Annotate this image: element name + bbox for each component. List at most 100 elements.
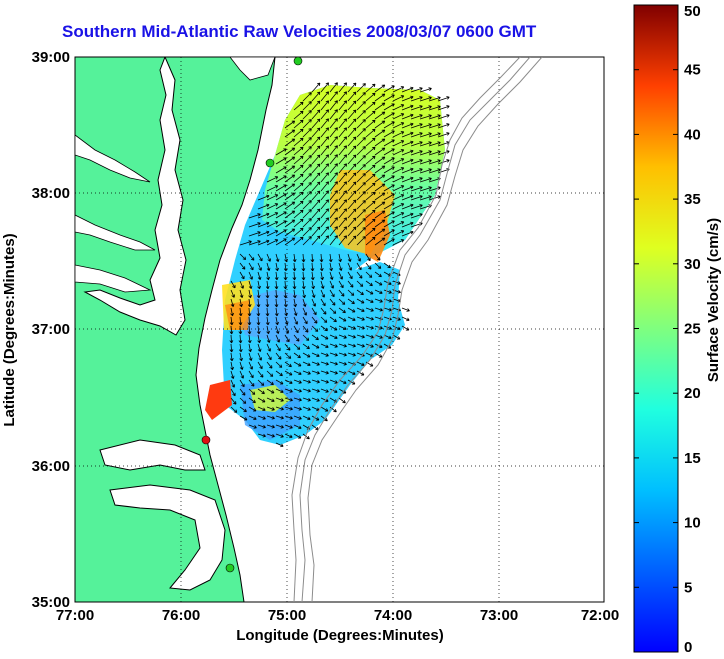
velocity-arrow	[374, 138, 386, 147]
velocity-arrow	[365, 173, 376, 183]
velocity-arrow	[383, 262, 391, 269]
velocity-arrow	[347, 208, 357, 219]
velocity-arrow	[302, 379, 311, 384]
velocity-arrow	[257, 397, 266, 403]
velocity-arrow	[302, 200, 312, 210]
velocity-arrow	[310, 262, 315, 272]
velocity-arrow	[437, 132, 450, 138]
colorbar-tick-label: 10	[684, 515, 701, 532]
velocity-arrow	[248, 213, 261, 219]
velocity-arrow	[410, 132, 423, 138]
velocity-arrow	[247, 316, 252, 326]
velocity-arrow	[338, 262, 343, 271]
velocity-arrow	[338, 91, 347, 102]
velocity-arrow	[401, 185, 414, 192]
velocity-arrow	[293, 155, 304, 165]
y-tick-label: 36:00	[32, 458, 70, 475]
velocity-arrow	[320, 217, 329, 228]
velocity-arrow	[356, 334, 365, 339]
velocity-arrow	[284, 424, 293, 429]
x-tick-label: 76:00	[162, 607, 200, 624]
velocity-arrow	[266, 361, 273, 369]
velocity-arrow	[230, 298, 235, 307]
velocity-arrow	[302, 164, 312, 174]
velocity-arrow	[302, 236, 312, 246]
velocity-arrow	[311, 316, 318, 324]
velocity-arrow	[311, 217, 321, 228]
velocity-arrow	[283, 289, 288, 299]
velocity-arrow	[365, 307, 374, 312]
velocity-arrow	[275, 343, 281, 352]
velocity-arrow	[275, 334, 280, 343]
velocity-arrow	[338, 235, 347, 246]
y-axis-label: Latitude (Degrees:Minutes)	[1, 233, 18, 426]
delaware-bay	[229, 57, 276, 81]
velocity-arrow	[356, 218, 366, 228]
velocity-arrow	[329, 370, 338, 375]
velocity-arrow	[293, 388, 302, 393]
velocity-arrow	[347, 217, 357, 228]
colorbar-label: Surface Velocity (cm/s)	[705, 218, 722, 382]
x-axis-label: Longitude (Degrees:Minutes)	[236, 627, 444, 644]
velocity-arrow	[311, 154, 321, 165]
velocity-arrow	[274, 289, 279, 299]
velocity-arrow	[293, 352, 301, 359]
velocity-arrow	[320, 136, 329, 147]
velocity-arrow	[338, 352, 347, 357]
colorbar-tick-label: 0	[684, 639, 692, 656]
velocity-arrow	[338, 397, 346, 404]
velocity-arrow	[329, 145, 338, 156]
velocity-arrow	[437, 114, 450, 120]
velocity-arrow	[284, 388, 293, 393]
velocity-arrow	[437, 123, 450, 129]
velocity-arrow	[365, 191, 376, 201]
velocity-arrow	[410, 204, 423, 210]
velocity-arrow	[347, 127, 357, 138]
velocity-arrow	[229, 343, 234, 353]
velocity-arrow	[365, 164, 376, 174]
velocity-arrow	[266, 352, 272, 361]
velocity-arrow	[347, 226, 357, 237]
velocity-arrow	[265, 298, 270, 308]
velocity-arrow	[401, 307, 410, 312]
velocity-arrow	[374, 165, 386, 174]
velocity-arrow	[311, 352, 320, 357]
velocity-arrow	[293, 379, 302, 384]
velocity-arrow	[374, 210, 386, 219]
velocity-arrow	[257, 370, 264, 378]
velocity-arrow	[365, 209, 376, 219]
velocity-arrow	[329, 298, 336, 306]
x-tick-label: 75:00	[268, 607, 306, 624]
velocity-arrow	[356, 316, 365, 321]
y-tick-label: 37:00	[32, 321, 70, 338]
velocity-arrow	[401, 203, 414, 210]
velocity-arrow	[293, 325, 299, 334]
velocity-arrow	[347, 118, 357, 129]
velocity-arrow	[365, 218, 376, 228]
velocity-arrow	[365, 182, 376, 192]
velocity-arrow	[347, 91, 357, 102]
velocity-arrow	[311, 118, 321, 129]
velocity-arrow	[239, 253, 247, 260]
velocity-arrow	[329, 118, 338, 129]
velocity-arrow	[248, 253, 255, 261]
velocity-arrow	[301, 271, 306, 281]
velocity-arrow	[265, 289, 270, 299]
velocity-arrow	[311, 415, 320, 421]
velocity-arrow	[275, 325, 280, 334]
velocity-arrow	[419, 105, 432, 111]
velocity-arrow	[401, 158, 414, 165]
velocity-arrow	[293, 343, 301, 350]
velocity-arrow	[392, 167, 405, 174]
velocity-arrow	[284, 334, 290, 343]
velocity-arrow	[275, 202, 287, 210]
colorbar-tick-label: 40	[684, 126, 701, 143]
velocity-arrow	[428, 168, 441, 174]
velocity-arrow	[392, 176, 405, 183]
velocity-arrow	[239, 262, 246, 270]
velocity-arrow	[256, 307, 261, 317]
velocity-arrow	[401, 104, 414, 111]
velocity-arrow	[301, 262, 306, 272]
velocity-arrow	[338, 163, 347, 174]
velocity-arrow	[329, 316, 337, 323]
